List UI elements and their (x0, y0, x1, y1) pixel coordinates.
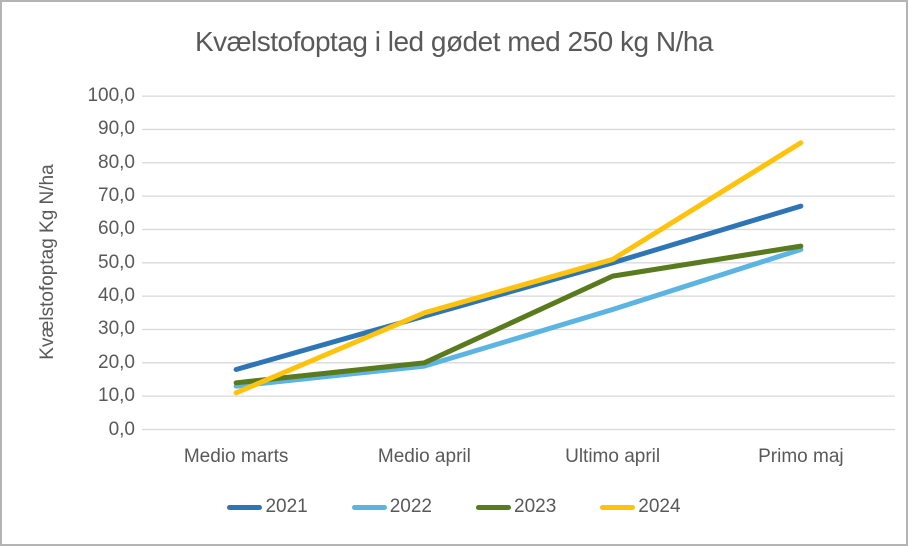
legend-swatch-2021 (227, 504, 263, 510)
x-category-label: Medio marts (183, 446, 289, 467)
y-tick-label: 100,0 (87, 85, 135, 107)
y-tick-label: 60,0 (98, 218, 135, 240)
y-tick-label: 30,0 (98, 318, 135, 340)
legend-item-2022: 2022 (351, 496, 432, 518)
chart-title: Kvælstofoptag i led gødet med 250 kg N/h… (194, 26, 714, 57)
y-tick-label: 80,0 (98, 151, 135, 173)
x-category-label: Primo maj (758, 446, 844, 467)
legend-label: 2021 (265, 496, 308, 517)
series-line-2023 (233, 243, 804, 386)
x-category-label: Ultimo april (565, 446, 661, 467)
legend-swatch-2023 (476, 504, 511, 510)
legend-item-2024: 2024 (600, 496, 681, 518)
y-tick-label: 50,0 (98, 251, 135, 273)
legend-item-2021: 2021 (227, 496, 308, 518)
legend: 2021 2022 2023 2024 (2, 496, 906, 518)
y-tick-label: 10,0 (98, 385, 135, 407)
legend-swatch-2022 (351, 504, 387, 510)
y-tick-label: 70,0 (98, 185, 135, 207)
legend-label: 2024 (638, 496, 681, 517)
series-line-2021 (233, 203, 804, 372)
legend-item-2023: 2023 (476, 496, 556, 518)
legend-swatch-2024 (600, 504, 636, 510)
y-tick-label: 90,0 (98, 118, 135, 140)
y-tick-label: 0,0 (108, 418, 135, 440)
y-tick-label: 40,0 (98, 285, 135, 307)
legend-label: 2022 (389, 496, 432, 517)
y-tick-label: 20,0 (98, 351, 135, 373)
series-line-2024 (233, 140, 804, 396)
x-category-label: Medio april (377, 446, 471, 467)
series-line-2022 (233, 246, 804, 389)
legend-label: 2023 (514, 496, 557, 517)
